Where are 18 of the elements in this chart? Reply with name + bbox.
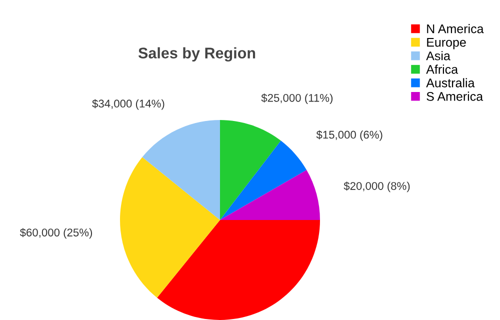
pie-slice bbox=[157, 220, 320, 320]
legend-label: Europe bbox=[427, 38, 466, 50]
data-label: $25,000 (11%) bbox=[261, 94, 333, 104]
text: Sales by Region bbox=[138, 47, 256, 62]
pie-slice bbox=[142, 120, 220, 220]
data-label: $20,000 (8%) bbox=[344, 182, 410, 192]
pie-slice bbox=[220, 140, 307, 220]
legend-label: Africa bbox=[426, 64, 458, 74]
data-label: $15,000 (6%) bbox=[316, 130, 382, 141]
data-label: $34,000 (14%) bbox=[92, 99, 164, 110]
data-label: $60,000 (25%) bbox=[20, 228, 92, 239]
pie-slice bbox=[220, 170, 320, 220]
legend-label: N America bbox=[427, 24, 484, 34]
legend-label: S America bbox=[426, 92, 484, 101]
pie-slice bbox=[220, 120, 281, 220]
legend-label: Australia bbox=[426, 78, 475, 88]
pie-slice bbox=[120, 157, 220, 298]
legend-label: Asia bbox=[426, 51, 450, 60]
